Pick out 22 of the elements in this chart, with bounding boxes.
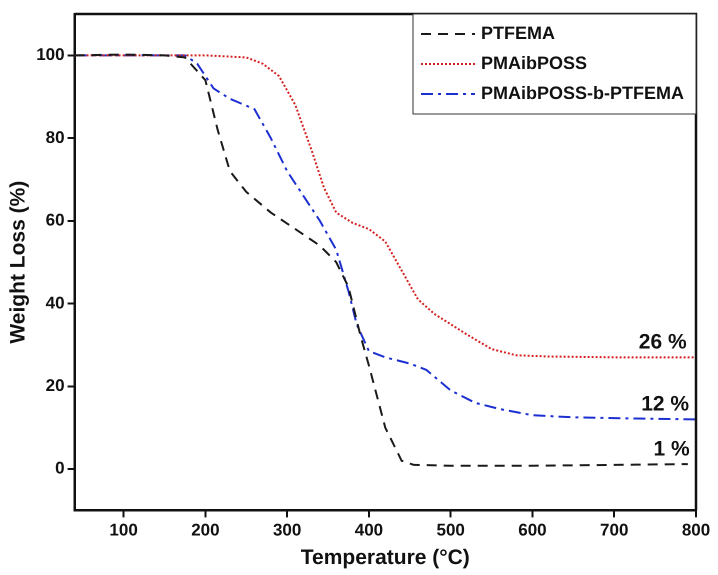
x-axis-title: Temperature (°C) <box>300 546 470 570</box>
y-axis-title: Weight Loss (%) <box>6 180 30 344</box>
y-tick-label: 20 <box>46 376 65 395</box>
x-tick-label: 500 <box>436 520 465 540</box>
y-tick-label: 0 <box>55 458 65 478</box>
annotation: 12 % <box>641 392 690 416</box>
y-tick-label: 60 <box>46 210 65 230</box>
x-tick-label: 600 <box>518 520 547 540</box>
legend-label: PMAibPOSS-b-PTFEMA <box>481 82 684 103</box>
legend-label: PMAibPOSS <box>481 52 588 73</box>
x-tick-label: 400 <box>354 520 384 540</box>
annotation: 1 % <box>653 437 690 460</box>
x-tick-label: 800 <box>682 520 710 540</box>
y-tick-label: 40 <box>46 293 65 312</box>
y-tick-label: 80 <box>46 128 65 147</box>
legend-label: PTFEMA <box>481 22 556 43</box>
x-tick-label: 700 <box>600 520 628 540</box>
x-tick-label: 100 <box>109 520 138 540</box>
x-tick-label: 200 <box>191 520 220 540</box>
x-tick-label: 300 <box>272 520 302 540</box>
annotation: 26 % <box>638 330 687 354</box>
y-tick-label: 100 <box>36 45 65 64</box>
